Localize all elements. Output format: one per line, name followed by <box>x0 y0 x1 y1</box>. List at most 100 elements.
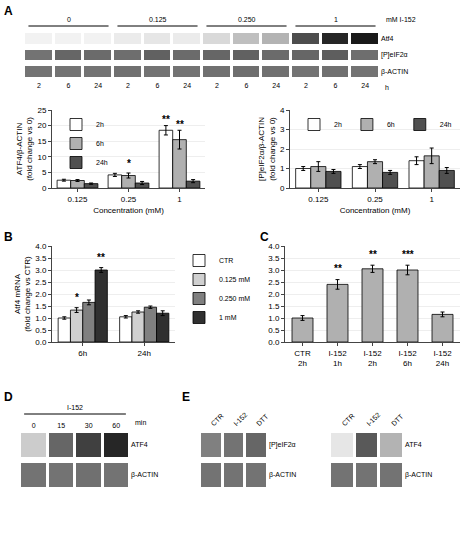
svg-text:1: 1 <box>334 16 338 23</box>
svg-text:6h: 6h <box>387 121 395 128</box>
svg-text:30: 30 <box>85 422 93 429</box>
svg-text:mM I-152: mM I-152 <box>386 16 416 23</box>
svg-text:25: 25 <box>37 106 46 115</box>
svg-text:3.5: 3.5 <box>35 254 47 263</box>
svg-text:β-ACTIN: β-ACTIN <box>131 471 158 479</box>
svg-text:CTR: CTR <box>210 412 225 427</box>
svg-text:1: 1 <box>280 164 285 173</box>
svg-text:24: 24 <box>94 82 102 89</box>
svg-text:6: 6 <box>156 82 160 89</box>
svg-text:2.0: 2.0 <box>35 290 47 299</box>
svg-text:3.5: 3.5 <box>268 254 280 263</box>
svg-text:A: A <box>4 4 13 18</box>
svg-text:6: 6 <box>245 82 249 89</box>
svg-text:5: 5 <box>42 168 47 177</box>
svg-text:CTR: CTR <box>219 257 233 264</box>
svg-text:3.0: 3.0 <box>35 266 47 275</box>
svg-text:24: 24 <box>183 82 191 89</box>
svg-text:60: 60 <box>112 422 120 429</box>
svg-text:0.0: 0.0 <box>35 338 47 347</box>
svg-text:2.0: 2.0 <box>268 290 280 299</box>
svg-text:E: E <box>182 390 190 404</box>
svg-text:0: 0 <box>42 184 47 193</box>
svg-text:0: 0 <box>32 422 36 429</box>
svg-text:I-152: I-152 <box>365 411 381 427</box>
svg-text:3.0: 3.0 <box>268 266 280 275</box>
svg-text:ATF4: ATF4 <box>405 441 422 448</box>
svg-text:2.5: 2.5 <box>268 278 280 287</box>
svg-text:***: *** <box>402 249 414 260</box>
svg-text:6: 6 <box>334 82 338 89</box>
svg-text:C: C <box>260 230 269 244</box>
svg-text:6h: 6h <box>96 140 104 147</box>
svg-text:0.250: 0.250 <box>238 16 256 23</box>
svg-text:I-1522h: I-1522h <box>363 349 382 368</box>
svg-text:0.125: 0.125 <box>308 195 329 204</box>
svg-text:I-152: I-152 <box>232 411 248 427</box>
svg-text:2: 2 <box>215 82 219 89</box>
svg-text:2: 2 <box>280 145 285 154</box>
svg-text:0: 0 <box>67 16 71 23</box>
svg-text:15: 15 <box>57 422 65 429</box>
svg-text:2: 2 <box>37 82 41 89</box>
svg-text:6: 6 <box>67 82 71 89</box>
svg-text:D: D <box>4 390 13 404</box>
svg-text:0: 0 <box>280 184 285 193</box>
svg-text:0.125 mM: 0.125 mM <box>219 276 250 283</box>
svg-text:1 mM: 1 mM <box>219 314 237 321</box>
svg-text:2h: 2h <box>334 121 342 128</box>
svg-text:1.5: 1.5 <box>35 302 47 311</box>
svg-text:0.125: 0.125 <box>67 195 88 204</box>
svg-text:Atf4: Atf4 <box>381 35 394 42</box>
svg-text:20: 20 <box>37 121 46 130</box>
svg-text:1: 1 <box>177 195 182 204</box>
svg-text:[P]eIF2α: [P]eIF2α <box>269 441 296 449</box>
svg-text:B: B <box>4 230 13 244</box>
svg-text:24h: 24h <box>96 159 108 166</box>
svg-text:15: 15 <box>37 137 46 146</box>
svg-text:[P]eIF2α: [P]eIF2α <box>381 51 408 59</box>
svg-text:I-1526h: I-1526h <box>398 349 417 368</box>
svg-text:24h: 24h <box>440 121 452 128</box>
svg-text:h: h <box>385 84 389 91</box>
svg-text:3: 3 <box>280 125 285 134</box>
svg-text:0.250 mM: 0.250 mM <box>219 295 250 302</box>
svg-text:**: ** <box>97 252 105 263</box>
svg-text:4.0: 4.0 <box>35 242 47 251</box>
svg-text:10: 10 <box>37 153 46 162</box>
svg-text:[P]eIF2α/β-ACTIN(fold change v: [P]eIF2α/β-ACTIN(fold change vs 0) <box>257 117 276 181</box>
svg-text:I-152: I-152 <box>67 404 83 411</box>
svg-text:1: 1 <box>429 195 434 204</box>
svg-text:β-ACTIN: β-ACTIN <box>269 471 296 479</box>
svg-text:I-15224h: I-15224h <box>433 349 452 368</box>
svg-text:0.5: 0.5 <box>35 326 47 335</box>
svg-text:I-1521h: I-1521h <box>328 349 347 368</box>
svg-text:1.0: 1.0 <box>35 314 47 323</box>
svg-text:*: * <box>75 292 79 303</box>
svg-text:0.25: 0.25 <box>121 195 137 204</box>
svg-text:2h: 2h <box>96 121 104 128</box>
svg-text:0.0: 0.0 <box>268 338 280 347</box>
svg-text:4.0: 4.0 <box>268 242 280 251</box>
svg-text:2: 2 <box>126 82 130 89</box>
svg-text:**: ** <box>176 119 184 130</box>
svg-text:24: 24 <box>361 82 369 89</box>
svg-text:ATF4: ATF4 <box>131 441 148 448</box>
svg-text:1.0: 1.0 <box>268 314 280 323</box>
svg-text:*: * <box>127 158 131 169</box>
svg-text:DTT: DTT <box>390 412 405 427</box>
svg-text:**: ** <box>162 114 170 125</box>
svg-text:2: 2 <box>304 82 308 89</box>
svg-text:24: 24 <box>272 82 280 89</box>
svg-text:Concentration (mM): Concentration (mM) <box>340 206 411 215</box>
svg-text:Atf4 mRNA(fold change vs CTR): Atf4 mRNA(fold change vs CTR) <box>13 256 32 332</box>
svg-text:0.25: 0.25 <box>367 195 383 204</box>
svg-text:Concentration (mM): Concentration (mM) <box>93 206 164 215</box>
svg-text:**: ** <box>334 263 342 274</box>
svg-text:0.125: 0.125 <box>149 16 167 23</box>
svg-text:2.5: 2.5 <box>35 278 47 287</box>
svg-text:0.5: 0.5 <box>268 326 280 335</box>
svg-text:ATF4/β-ACTIN(fold change vs 0): ATF4/β-ACTIN(fold change vs 0) <box>15 117 34 181</box>
svg-text:DTT: DTT <box>255 412 270 427</box>
svg-text:CTR2h: CTR2h <box>294 349 311 368</box>
